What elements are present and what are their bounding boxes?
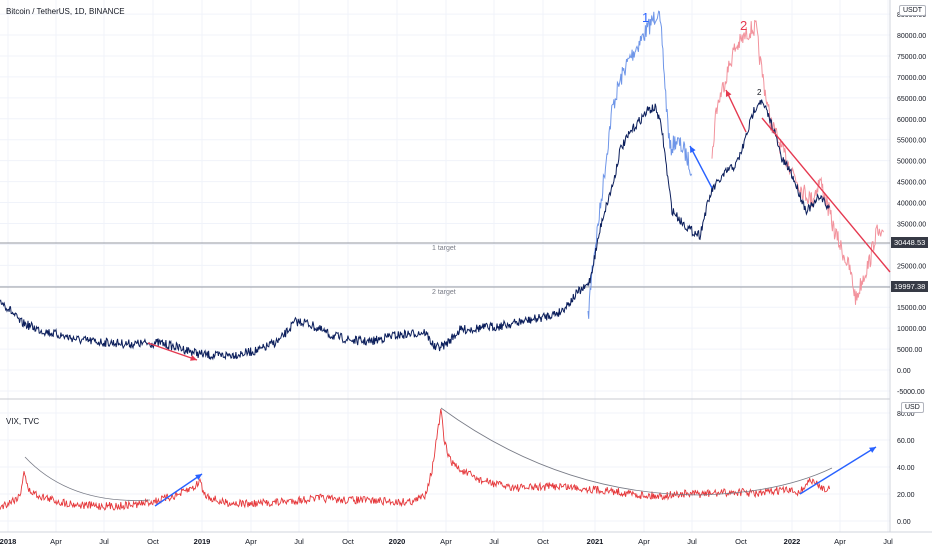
vix-decay-curve-1[interactable] bbox=[24, 456, 151, 501]
time-axis-label: Jul bbox=[294, 537, 304, 546]
vix-title[interactable]: VIX, TVC bbox=[6, 417, 40, 426]
price-axis-label: 10000.00 bbox=[897, 326, 926, 333]
time-axis-label: Jul bbox=[489, 537, 499, 546]
wave-label-2: 2 bbox=[740, 18, 748, 33]
price-axis-label: 0.00 bbox=[897, 368, 911, 375]
time-axis-label: Oct bbox=[147, 537, 160, 546]
vix-axis-label: 40.00 bbox=[897, 465, 915, 472]
trend-arrow-blue[interactable] bbox=[689, 145, 713, 189]
price-axis-label: 80000.00 bbox=[897, 33, 926, 40]
time-axis-label: Jul bbox=[99, 537, 109, 546]
time-axis[interactable]: 2018 Apr Jul Oct 2019 Apr Jul Oct 2020 Apr Jul Oct 2… bbox=[0, 537, 893, 546]
vix-series[interactable] bbox=[0, 408, 831, 511]
price-tag-high: 30448.53 bbox=[891, 237, 929, 248]
price-axis[interactable]: 85000.0080000.0075000.0070000.0065000.00… bbox=[897, 12, 926, 396]
btc-ghost-red-series bbox=[711, 19, 884, 305]
trend-arrow-red-head bbox=[725, 90, 732, 97]
price-axis-label: 70000.00 bbox=[897, 75, 926, 82]
btc-price-series[interactable] bbox=[0, 99, 830, 361]
time-axis-label: Apr bbox=[245, 537, 257, 546]
price-axis-label: 45000.00 bbox=[897, 180, 926, 187]
btc-ghost-blue-series bbox=[587, 10, 693, 319]
vix-axis-label: 80.00 bbox=[897, 411, 915, 418]
time-axis-label: Jul bbox=[687, 537, 697, 546]
wave-label-2-small: 2 bbox=[757, 88, 762, 97]
drawings-group[interactable] bbox=[24, 89, 891, 507]
time-axis-label: Oct bbox=[537, 537, 550, 546]
time-axis-label: Apr bbox=[834, 537, 846, 546]
price-axis-label: 50000.00 bbox=[897, 159, 926, 166]
price-axis-label: 75000.00 bbox=[897, 54, 926, 61]
downtrend-line[interactable] bbox=[761, 117, 891, 273]
vix-arrow-2018[interactable] bbox=[154, 473, 203, 507]
time-axis-label: 2018 bbox=[0, 537, 16, 546]
vix-arrow-2022-head bbox=[869, 447, 876, 453]
vix-currency-label[interactable]: USD bbox=[901, 402, 924, 413]
series-group bbox=[0, 10, 884, 511]
price-axis-label: 15000.00 bbox=[897, 305, 926, 312]
trend-arrow-2018-head bbox=[190, 355, 197, 361]
price-axis-label: 35000.00 bbox=[897, 221, 926, 228]
target-label-2: 2 target bbox=[432, 289, 456, 296]
time-axis-label: Apr bbox=[440, 537, 452, 546]
vix-axis-label: 60.00 bbox=[897, 438, 915, 445]
vix-axis[interactable]: 80.00 60.00 40.00 20.00 0.00 bbox=[897, 411, 915, 526]
trend-arrow-blue-head bbox=[690, 146, 696, 153]
time-axis-label: Oct bbox=[342, 537, 355, 546]
vix-decay-curve-2[interactable] bbox=[440, 407, 833, 496]
vix-axis-label: 0.00 bbox=[897, 519, 911, 526]
time-axis-label: Apr bbox=[50, 537, 62, 546]
time-axis-label: 2021 bbox=[587, 537, 604, 546]
time-axis-label: Jul bbox=[883, 537, 893, 546]
vix-axis-label: 20.00 bbox=[897, 492, 915, 499]
price-axis-label: 40000.00 bbox=[897, 201, 926, 208]
price-axis-label: 65000.00 bbox=[897, 96, 926, 103]
vix-arrow-2018-head bbox=[195, 474, 202, 481]
time-axis-label: Apr bbox=[638, 537, 650, 546]
target-label-1: 1 target bbox=[432, 245, 456, 252]
symbol-title[interactable]: Bitcoin / TetherUS, 1D, BINANCE bbox=[6, 7, 125, 16]
vix-arrow-2022[interactable] bbox=[799, 446, 877, 495]
time-axis-label: 2019 bbox=[194, 537, 211, 546]
time-axis-label: 2020 bbox=[389, 537, 406, 546]
price-axis-label: -5000.00 bbox=[897, 389, 925, 396]
currency-button[interactable]: USDT bbox=[899, 5, 927, 16]
wave-label-1: 1 bbox=[642, 10, 650, 25]
time-axis-label: 2022 bbox=[784, 537, 801, 546]
price-axis-label: 25000.00 bbox=[897, 263, 926, 270]
trend-arrow-red[interactable] bbox=[725, 89, 747, 133]
price-axis-label: 60000.00 bbox=[897, 117, 926, 124]
price-axis-label: 5000.00 bbox=[897, 347, 922, 354]
time-axis-label: Oct bbox=[735, 537, 748, 546]
gridlines bbox=[0, 0, 890, 532]
price-tag-low: 19997.38 bbox=[891, 281, 929, 292]
trend-arrow-2018[interactable] bbox=[147, 342, 198, 361]
price-axis-label: 55000.00 bbox=[897, 138, 926, 145]
